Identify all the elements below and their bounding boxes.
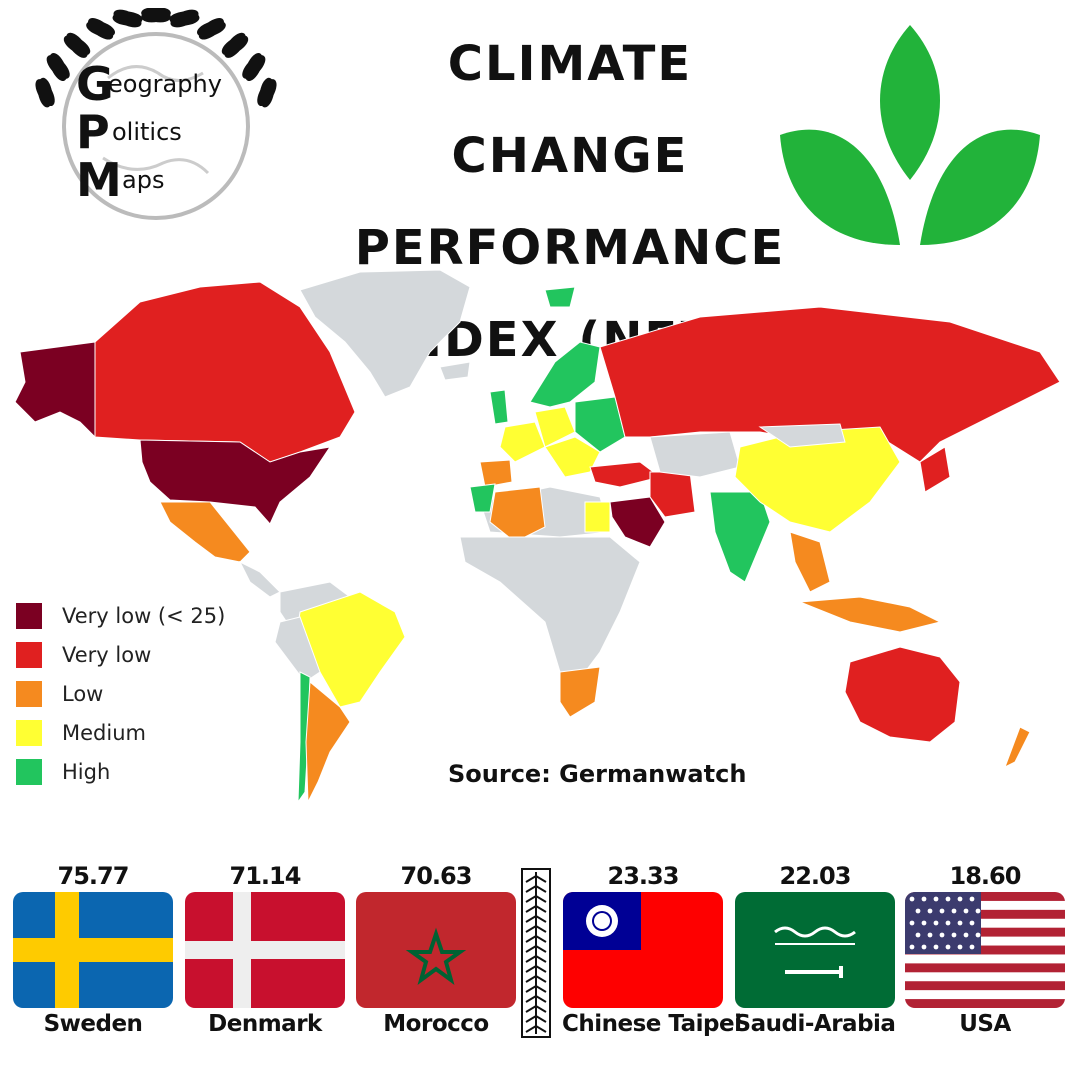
- country-name: USA: [959, 1011, 1011, 1037]
- legend-label: Very low: [62, 642, 152, 667]
- legend-item: Very low: [16, 635, 225, 674]
- world-map: [14, 269, 1061, 804]
- region-algeria: [489, 486, 546, 543]
- legend-label: Low: [62, 681, 104, 706]
- region-morocco: [469, 483, 496, 513]
- legend-item: Very low (< 25): [16, 596, 225, 635]
- region-spain-portugal: [479, 459, 513, 488]
- region-chile: [297, 671, 311, 804]
- leaf-icon: [780, 25, 1040, 245]
- region-indonesia: [799, 596, 942, 633]
- flag-card-morocco: 70.63 Morocco: [355, 860, 517, 1037]
- country-name: Sweden: [43, 1011, 143, 1037]
- source-credit: Source: Germanwatch: [448, 760, 747, 788]
- legend-label: Very low (< 25): [62, 603, 226, 628]
- legend-item: Low: [16, 674, 225, 713]
- score-value: 23.33: [607, 862, 680, 890]
- score-value: 18.60: [949, 862, 1022, 890]
- logo-word-maps: aps: [122, 166, 164, 194]
- country-name: Saudi-Arabia: [734, 1011, 896, 1037]
- region-new-zealand: [1004, 726, 1031, 769]
- sweden-flag-icon: [13, 892, 173, 1008]
- legend-item: Medium: [16, 713, 225, 752]
- score-value: 71.14: [229, 862, 302, 890]
- region-south-africa: [559, 666, 601, 718]
- region-southeast-asia: [789, 531, 831, 593]
- region-saudi-arabia: [609, 496, 666, 548]
- region-australia: [844, 646, 961, 743]
- region-iceland: [439, 361, 471, 381]
- region-central-asia: [649, 431, 741, 478]
- taiwan-flag-icon: [563, 892, 723, 1008]
- legend-swatch: [16, 680, 42, 707]
- legend-label: High: [62, 759, 111, 784]
- region-svalbard: [544, 286, 576, 308]
- logo-letter-g: G: [76, 57, 114, 111]
- region-egypt: [584, 501, 611, 533]
- legend-swatch: [16, 719, 42, 746]
- map-legend: Very low (< 25) Very low Low Medium High: [16, 596, 225, 791]
- flag-card-denmark: 71.14 Denmark: [184, 860, 346, 1037]
- region-central-america: [238, 560, 281, 598]
- flag-card-saudi-arabia: 22.03 Saudi-Arabia: [734, 860, 896, 1037]
- region-alaska: [14, 341, 96, 439]
- legend-swatch: [16, 602, 42, 629]
- region-central-africa: [459, 536, 641, 693]
- title-line-2: PERFORMANCE: [354, 220, 786, 276]
- region-india: [709, 491, 771, 583]
- region-italy-balkans: [544, 436, 601, 478]
- score-value: 70.63: [400, 862, 473, 890]
- logo-word-politics: olitics: [112, 118, 182, 146]
- legend-label: Medium: [62, 720, 146, 745]
- legend-swatch: [16, 641, 42, 668]
- denmark-flag-icon: [185, 892, 345, 1008]
- region-usa: [139, 439, 332, 525]
- flag-card-usa: 18.60 USA: [904, 860, 1066, 1037]
- title-line-1: CLIMATE CHANGE: [447, 36, 693, 184]
- flag-card-chinese-taipei: 23.33 Chinese Taipei: [562, 860, 742, 1037]
- flag-card-sweden: 75.77 Sweden: [12, 860, 174, 1037]
- country-name: Denmark: [208, 1011, 322, 1037]
- country-name: Morocco: [383, 1011, 489, 1037]
- region-turkey: [589, 461, 662, 488]
- flags-row: 75.77 Sweden 71.14 Denmark 70.63: [0, 860, 1080, 1050]
- region-eastern-europe: [574, 396, 626, 453]
- region-mexico: [159, 501, 251, 563]
- laurel-wreath-icon: [35, 8, 277, 108]
- legend-item: High: [16, 752, 225, 791]
- logo-word-geography: eography: [108, 70, 222, 98]
- region-uk: [489, 389, 509, 425]
- region-japan: [919, 446, 951, 493]
- region-scandinavia: [529, 341, 601, 408]
- saudi-arabia-flag-icon: [735, 892, 895, 1008]
- region-mongolia: [758, 423, 846, 448]
- score-value: 22.03: [779, 862, 852, 890]
- legend-swatch: [16, 758, 42, 785]
- country-name: Chinese Taipei: [562, 1011, 742, 1037]
- logo-letter-p: P: [76, 105, 110, 159]
- region-greenland: [299, 269, 471, 398]
- divider-ornament-icon: [521, 868, 551, 1038]
- score-value: 75.77: [57, 862, 130, 890]
- gpm-logo: G P M eography olitics aps: [35, 8, 277, 220]
- logo-letter-m: M: [76, 153, 122, 207]
- usa-flag-icon: [905, 892, 1065, 1008]
- region-argentina: [305, 680, 351, 803]
- morocco-flag-icon: [356, 892, 516, 1008]
- region-france: [499, 421, 546, 463]
